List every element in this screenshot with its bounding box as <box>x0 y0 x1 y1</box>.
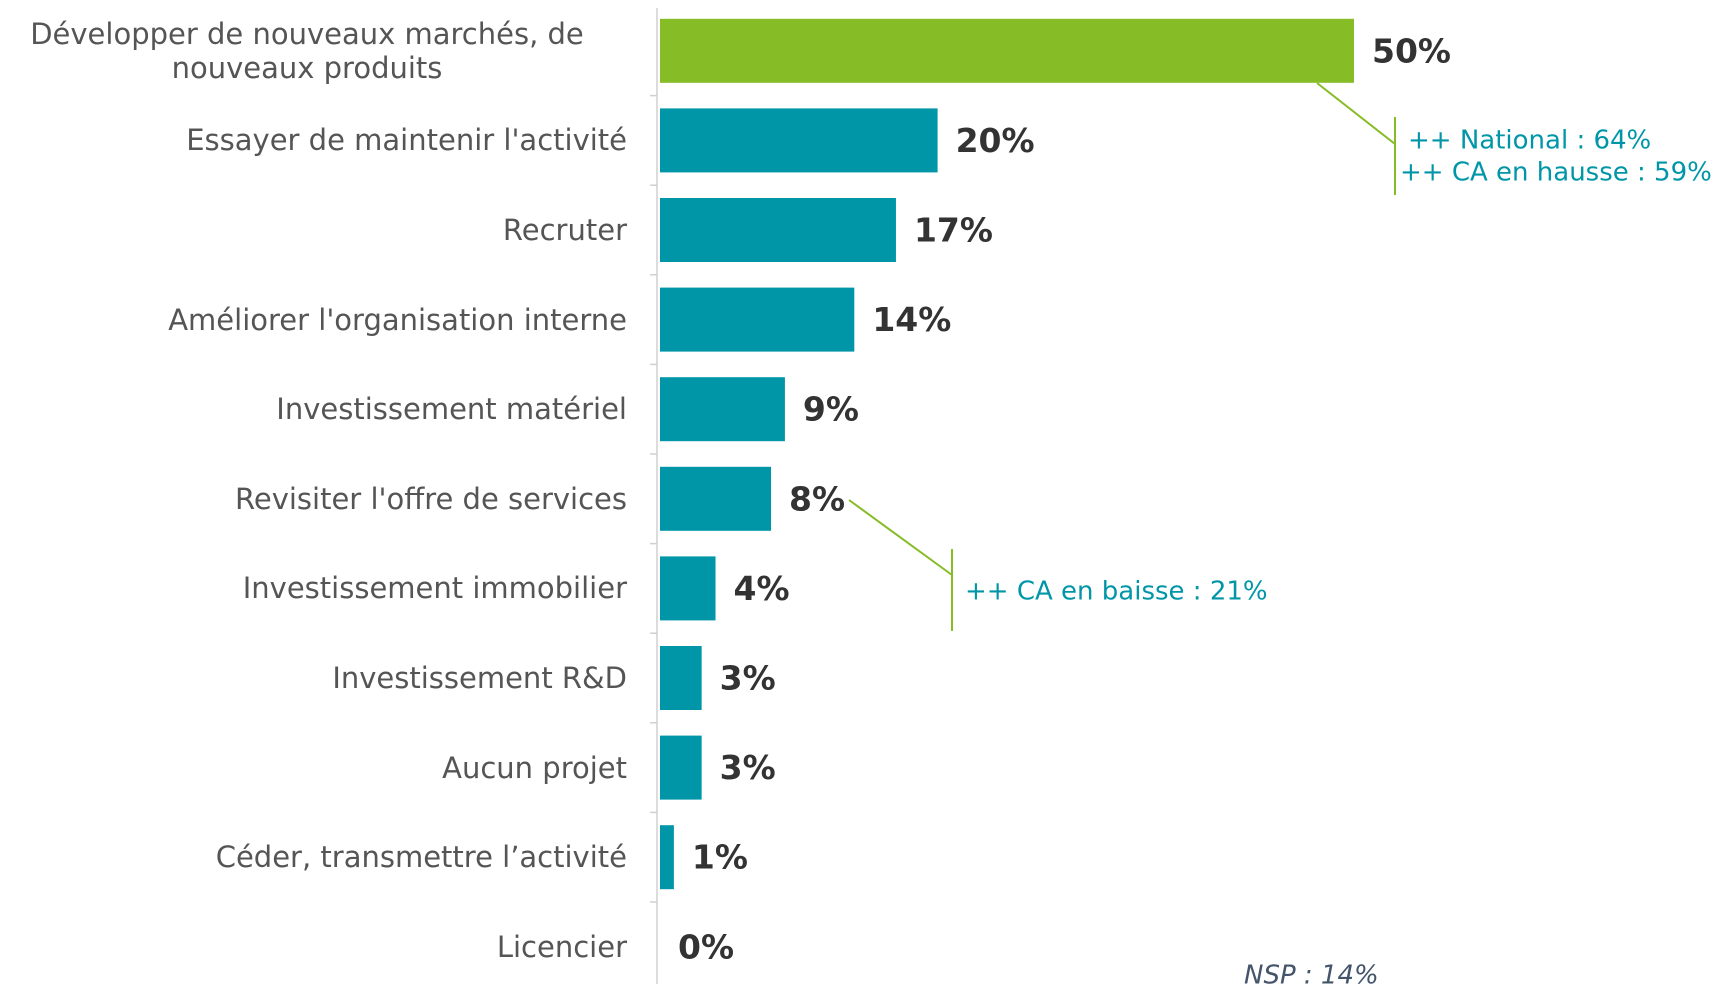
category-text: Recruter <box>502 213 627 247</box>
connector <box>848 499 953 576</box>
value-label: 3% <box>720 659 776 698</box>
category-label: Développer de nouveaux marchés, de nouve… <box>0 6 627 96</box>
bar <box>660 466 772 531</box>
value-label: 8% <box>789 479 845 518</box>
value-label: 1% <box>692 838 748 877</box>
category-label: Revisiter l'offre de services <box>0 454 627 544</box>
category-text: Investissement immobilier <box>242 571 627 606</box>
category-label: Améliorer l'organisation interne <box>0 275 627 365</box>
bar <box>660 825 674 890</box>
annotation: ++ CA en hausse : 59% <box>1400 158 1712 188</box>
value-label: 50% <box>1372 31 1451 70</box>
value-label: 17% <box>914 211 993 250</box>
bar <box>660 108 938 173</box>
value-label: 9% <box>803 390 859 429</box>
category-text: Essayer de maintenir l'activité <box>186 123 627 158</box>
value-label: 3% <box>720 748 776 787</box>
category-label: Essayer de maintenir l'activité <box>0 95 627 185</box>
bar <box>660 287 855 352</box>
bar <box>660 377 785 442</box>
value-label: 4% <box>734 569 790 608</box>
bar <box>660 556 716 621</box>
category-text: Développer de nouveaux marchés, de nouve… <box>30 16 584 85</box>
value-label: 20% <box>956 121 1035 160</box>
category-label: Investissement R&D <box>0 633 627 723</box>
bar <box>660 646 702 710</box>
category-label: Investissement immobilier <box>0 543 627 633</box>
category-text: Licencier <box>496 929 627 964</box>
value-label: 14% <box>872 300 951 339</box>
category-text: Investissement matériel <box>276 392 627 427</box>
category-label: Licencier <box>0 902 627 992</box>
value-label: 0% <box>678 927 734 966</box>
category-label: Recruter <box>0 185 627 275</box>
category-text: Céder, transmettre l’activité <box>215 840 627 875</box>
category-label: Céder, transmettre l’activité <box>0 812 627 902</box>
annotation: ++ CA en baisse : 21% <box>965 577 1268 607</box>
category-text: Améliorer l'organisation interne <box>168 302 627 337</box>
category-text: Investissement R&D <box>332 661 627 695</box>
category-label: Aucun projet <box>0 723 627 813</box>
connector <box>1316 82 1396 145</box>
bar <box>660 18 1354 83</box>
category-label: Investissement matériel <box>0 364 627 454</box>
annotation: ++ National : 64% <box>1408 126 1651 156</box>
category-text: Revisiter l'offre de services <box>235 481 627 516</box>
category-text: Aucun projet <box>442 750 627 785</box>
bar <box>660 198 896 262</box>
note: NSP : 14% <box>1244 961 1379 985</box>
bar <box>660 735 702 800</box>
